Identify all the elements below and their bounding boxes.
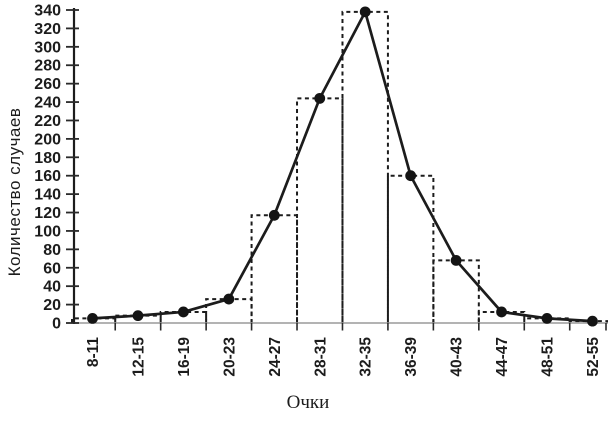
y-tick-label: 60 xyxy=(43,260,61,277)
y-tick-label: 180 xyxy=(34,150,61,167)
histogram-bar xyxy=(341,10,389,323)
y-tick-label: 280 xyxy=(34,58,61,75)
y-tick-label: 220 xyxy=(34,113,61,130)
y-tick-label: 140 xyxy=(34,187,61,204)
y-axis-title: Количество случаев xyxy=(5,107,24,277)
y-tick-label: 240 xyxy=(34,95,61,112)
data-point-marker xyxy=(359,6,371,18)
x-tick-label: 12-15 xyxy=(130,337,147,377)
histogram-bar xyxy=(523,317,571,323)
x-tick-label: 48-51 xyxy=(540,337,557,377)
x-tick-label: 28-31 xyxy=(312,337,329,377)
histogram-bar xyxy=(432,259,480,323)
histogram-bar xyxy=(568,320,608,323)
x-tick-label: 16-19 xyxy=(176,337,193,377)
data-point-marker xyxy=(268,209,280,221)
data-point-marker xyxy=(541,312,553,324)
x-tick-label: 52-55 xyxy=(585,337,602,377)
histogram-bar xyxy=(386,174,435,323)
y-tick-label: 320 xyxy=(34,21,61,38)
y-tick-label: 120 xyxy=(34,205,61,222)
data-point-marker xyxy=(132,310,144,322)
x-tick-label: 24-27 xyxy=(267,337,284,377)
y-tick-label: 200 xyxy=(34,131,61,148)
x-tick-label: 20-23 xyxy=(221,337,238,377)
data-point-marker xyxy=(450,255,462,266)
y-tick-label: 20 xyxy=(43,297,61,314)
data-point-marker xyxy=(87,312,98,324)
y-tick-label: 160 xyxy=(34,168,61,185)
histogram-bar xyxy=(250,214,299,323)
data-point-marker xyxy=(223,293,235,305)
x-tick-label: 36-39 xyxy=(403,337,420,377)
data-point-marker xyxy=(496,306,507,318)
data-point-marker xyxy=(314,92,326,104)
x-tick-label: 40-43 xyxy=(449,337,466,377)
y-tick-label: 100 xyxy=(34,223,61,240)
data-point-marker xyxy=(405,170,417,182)
frequency-polygon-line xyxy=(92,10,593,323)
y-tick-label: 40 xyxy=(43,279,61,296)
histogram-bar xyxy=(296,97,344,323)
x-tick-label: 8-11 xyxy=(85,337,102,368)
y-tick-label: 80 xyxy=(43,242,61,259)
y-tick-label: 260 xyxy=(34,76,61,93)
data-point-marker xyxy=(587,315,598,327)
y-tick-label: 300 xyxy=(34,39,61,56)
y-tick-label: 340 xyxy=(34,3,61,20)
x-tick-label: 44-47 xyxy=(494,337,511,377)
data-point-marker xyxy=(178,306,189,318)
x-axis-title: Очки xyxy=(286,392,330,413)
y-tick-label: 0 xyxy=(52,316,61,333)
x-tick-label: 32-35 xyxy=(358,337,375,377)
